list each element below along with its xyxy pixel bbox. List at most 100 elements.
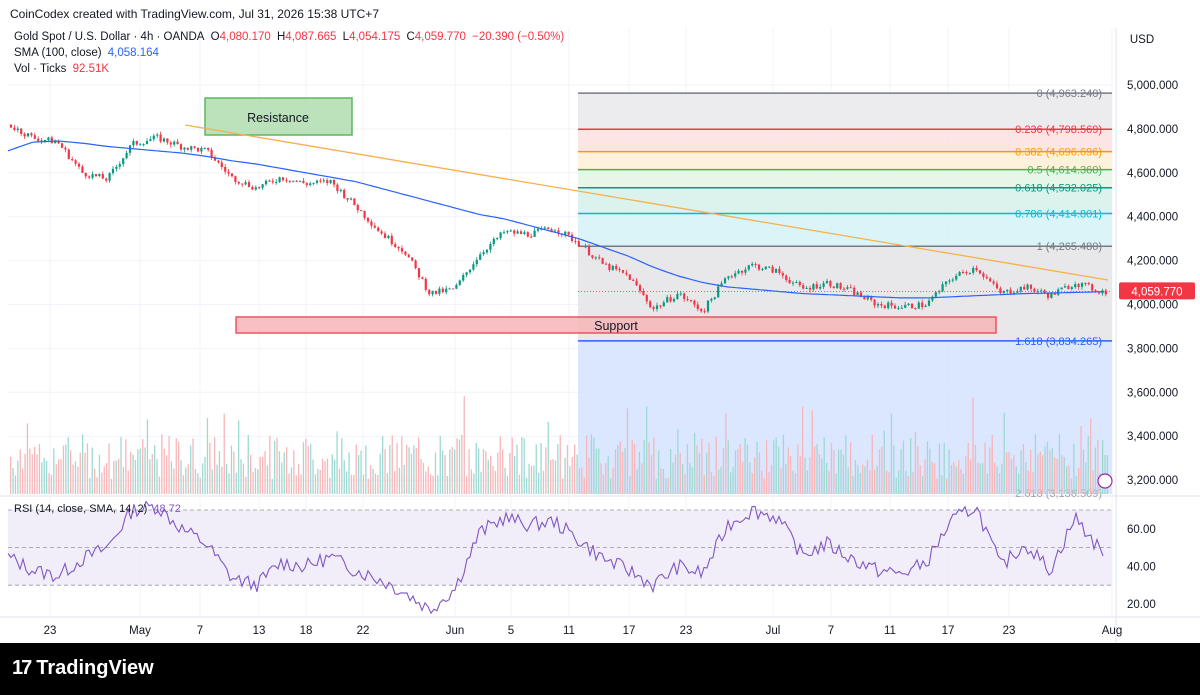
volume-bar [250,454,252,494]
time-tick-label: 17 [942,625,955,637]
support-label: Support [594,319,638,333]
volume-bar [859,472,861,494]
candle-body [1026,284,1029,290]
candle-body [948,280,951,282]
candle-body [455,284,458,289]
volume-bar [329,477,331,494]
volume-bar [1080,425,1082,494]
legend-sma: SMA (100, close) 4,058.164 [14,47,162,59]
legend-low-label: L [342,31,350,43]
candle-body [397,246,400,249]
volume-bar [622,451,624,494]
volume-bar [422,462,425,494]
volume-bar [115,460,117,494]
candle-body [689,300,693,302]
volume-bar [494,470,497,494]
legend-vol-value: 92.51K [72,63,110,75]
volume-bar [499,436,501,494]
volume-bar [931,462,933,494]
volume-bar [334,459,336,494]
candle-body [581,246,584,248]
candle-body [1077,284,1080,287]
volume-bar [408,447,410,494]
volume-bar [101,472,103,494]
volume-bar [74,461,77,494]
volume-bar [794,473,797,494]
volume-bar [900,449,902,494]
volume-bar [367,478,369,494]
volume-bar [1022,443,1025,494]
candle-body [33,135,36,139]
legend-close: 4,059.770 [414,31,466,43]
volume-bar [523,438,525,494]
volume-bar [456,438,458,494]
volume-bar [1025,462,1027,494]
candle-body [271,180,274,183]
volume-bar [506,475,509,494]
candle-body [492,238,495,245]
candle-body [625,272,628,275]
volume-bar [953,462,955,494]
last-price-label: 4,059.770 [1131,286,1182,298]
volume-bar [662,469,665,494]
candle-body [547,227,550,230]
volume-bar [55,464,57,494]
candle-body [315,180,319,183]
volume-bar [346,471,348,494]
candle-body [407,254,410,258]
volume-bar [914,431,917,494]
volume-bar [840,449,842,494]
candle-body [740,270,744,273]
volume-bar [14,475,17,494]
volume-bar [590,434,593,494]
volume-bar [286,447,288,494]
volume-bar [298,464,300,494]
volume-bar [238,420,240,494]
volume-bar [377,474,379,494]
volume-bar [384,449,386,494]
volume-bar [679,452,681,494]
time-tick-label: 7 [197,625,203,637]
volume-bar [362,474,365,494]
fib-band [578,151,1112,170]
volume-bar [454,449,456,494]
candle-body [227,171,230,174]
resistance-zone [204,97,353,136]
candle-body [169,142,172,145]
legend-vol: Vol · Ticks 92.51K [14,63,112,75]
volume-bar [19,449,21,494]
time-tick-label: Jul [766,625,781,637]
volume-bar [965,456,967,494]
volume-bar [754,457,756,494]
volume-bar [967,442,969,494]
candle-body [261,184,264,188]
candle-body [883,305,886,309]
volume-bar [602,474,605,494]
candle-body [275,181,278,183]
volume-bar [84,452,86,494]
price-tick-label: 4,600.000 [1127,168,1178,180]
legend-low: 4,054.175 [349,31,401,43]
candle-body [128,145,132,153]
volume-bar [878,449,881,494]
volume-bar [804,457,806,494]
volume-bar [799,455,801,494]
volume-bar [749,462,751,494]
candle-body [1063,286,1067,288]
candle-body [445,288,448,293]
volume-bar [948,449,950,494]
volume-bar [871,434,873,494]
volume-bar [814,446,816,494]
volume-bar [473,473,475,494]
candle-body [458,280,461,285]
candle-body [88,176,91,178]
candle-body [394,244,397,247]
candle-body [723,278,727,284]
volume-bar [665,478,667,494]
candle-body [343,189,346,199]
volume-bar [257,469,259,494]
price-chart[interactable]: 0 (4,963.240) 0.236 (4,798.569) 0.382 (4,6… [0,0,1200,643]
candle-body [567,231,570,235]
tradingview-logo[interactable]: 17 TradingView [12,657,154,680]
candle-body [761,268,764,270]
